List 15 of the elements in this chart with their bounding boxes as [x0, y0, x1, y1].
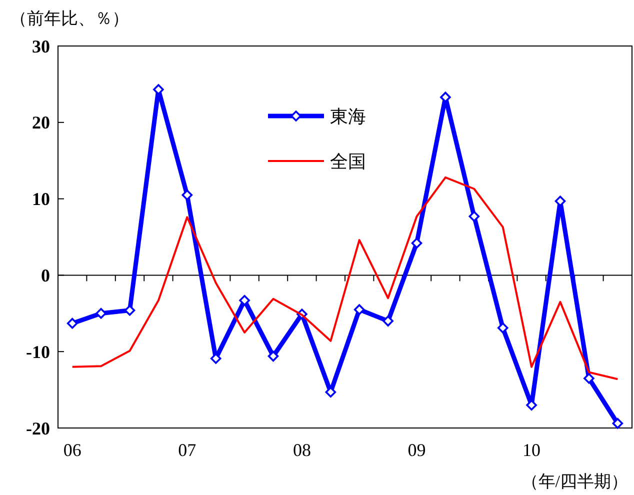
x-tick-label: 07 — [178, 440, 196, 460]
x-tick-label: 10 — [522, 440, 541, 460]
y-tick-label: 0 — [41, 266, 50, 286]
legend-label: 東海 — [330, 106, 366, 126]
legend-label: 全国 — [330, 151, 366, 172]
y-tick-label: 10 — [32, 189, 50, 210]
x-tick-label: 06 — [63, 440, 82, 460]
y-tick-label: -10 — [26, 342, 50, 362]
y-axis-title: （前年比、％） — [10, 9, 129, 28]
y-tick-label: -20 — [26, 418, 50, 438]
x-tick-label: 08 — [292, 440, 311, 460]
y-tick-label: 20 — [32, 112, 50, 133]
y-tick-label: 30 — [32, 36, 50, 56]
x-axis-title: （年/四半期） — [521, 472, 628, 491]
x-tick-label: 09 — [408, 440, 426, 460]
